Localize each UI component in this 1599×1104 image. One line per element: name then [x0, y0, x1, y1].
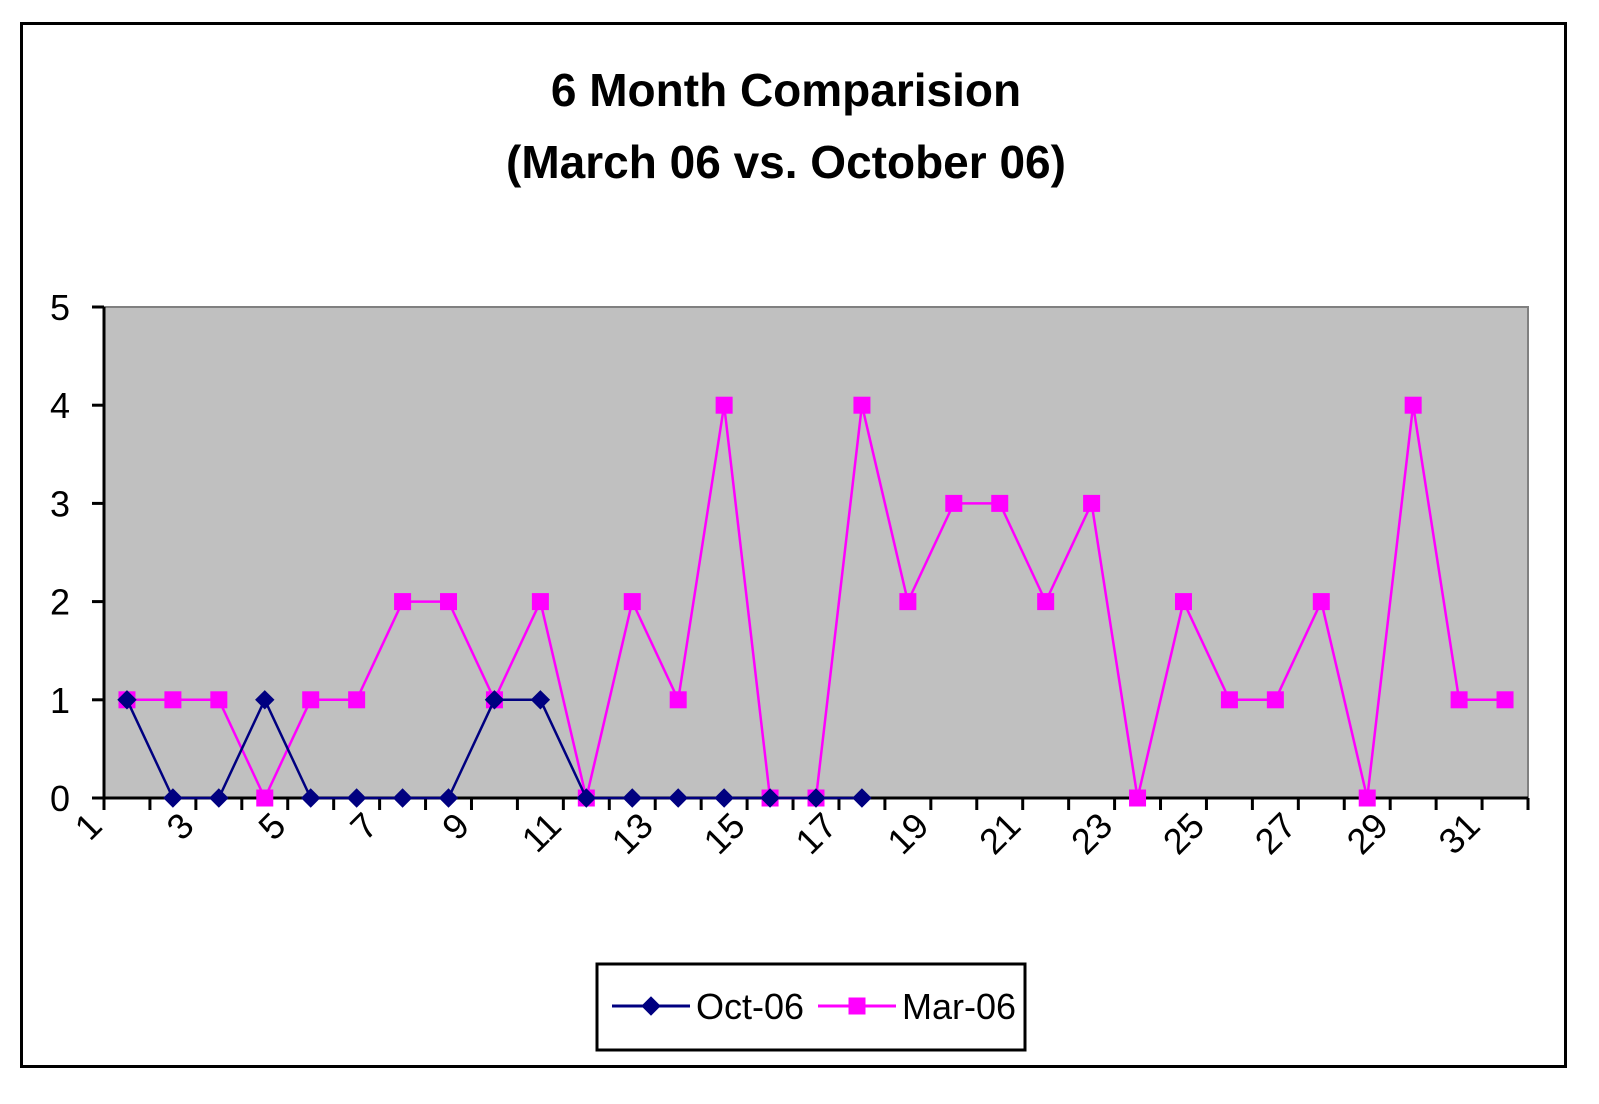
data-point	[1496, 691, 1514, 709]
legend-entry: Mar-06	[818, 986, 1016, 1027]
data-point	[576, 788, 597, 808]
data-point	[945, 494, 963, 512]
data-point	[484, 690, 505, 710]
legend: Oct-06 Mar-06	[595, 962, 1027, 1052]
x-axis-ticks: 1 3 5 7 9 11 13 15 17 19 21 23 25 27 29 31	[67, 798, 1530, 862]
y-tick-label: 5	[50, 287, 70, 328]
y-tick-label: 4	[50, 385, 70, 426]
x-tick-label: 15	[695, 805, 752, 862]
data-point	[163, 788, 183, 808]
x-tick-label: 13	[604, 805, 661, 862]
data-point	[1404, 396, 1422, 414]
x-tick-label: 25	[1155, 805, 1212, 862]
series-layer	[117, 396, 1514, 808]
x-tick-label: 29	[1339, 805, 1396, 862]
x-tick-label: 23	[1063, 805, 1120, 862]
data-point	[1083, 494, 1101, 512]
data-point	[117, 690, 137, 710]
data-point	[301, 788, 321, 808]
x-tick-label: 11	[514, 805, 569, 860]
data-point	[1358, 789, 1376, 807]
y-tick-label: 0	[50, 778, 70, 819]
y-axis-ticks: 0 1 2 3 4 5	[50, 287, 104, 819]
data-point	[440, 593, 458, 611]
data-point	[1450, 691, 1468, 709]
y-tick-label: 2	[50, 582, 70, 623]
legend-marker	[848, 997, 866, 1015]
x-tick-label: 9	[434, 805, 477, 848]
data-point	[209, 788, 229, 808]
data-point	[760, 788, 780, 808]
data-point	[1266, 691, 1284, 709]
data-point	[622, 788, 642, 808]
data-point	[806, 788, 826, 808]
data-point	[1174, 593, 1192, 611]
data-point	[255, 690, 275, 710]
data-point	[668, 788, 688, 808]
data-point	[899, 593, 917, 611]
data-point	[438, 788, 459, 808]
y-tick-label: 1	[50, 680, 70, 721]
legend-entry: Oct-06	[612, 986, 804, 1027]
data-point	[715, 396, 733, 414]
data-point	[623, 593, 641, 611]
x-tick-label: 27	[1247, 805, 1304, 862]
data-point	[302, 691, 320, 709]
data-point	[256, 789, 274, 807]
data-point	[210, 691, 228, 709]
data-point	[346, 788, 367, 808]
data-point	[1220, 691, 1238, 709]
x-tick-label: 5	[250, 805, 293, 848]
data-point	[852, 788, 872, 808]
data-point	[392, 788, 413, 808]
data-point	[164, 691, 182, 709]
legend-label: Oct-06	[696, 986, 804, 1027]
plot-area	[103, 306, 1529, 799]
y-tick-label: 3	[50, 483, 70, 524]
chart-subtitle: (March 06 vs. October 06)	[506, 136, 1066, 188]
chart-title: 6 Month Comparision	[551, 64, 1021, 116]
legend-marker	[641, 996, 661, 1016]
legend-label: Mar-06	[902, 986, 1016, 1027]
data-point	[348, 691, 366, 709]
data-point	[991, 494, 1009, 512]
data-point	[1037, 593, 1055, 611]
series-Oct-06	[117, 690, 872, 808]
x-tick-label: 17	[787, 805, 844, 862]
data-point	[714, 788, 734, 808]
x-tick-label: 19	[879, 805, 936, 862]
x-tick-label: 31	[1430, 805, 1487, 862]
x-tick-label: 21	[971, 805, 1028, 862]
data-point	[530, 690, 551, 710]
data-point	[1129, 789, 1147, 807]
x-tick-label: 1	[67, 805, 110, 848]
x-tick-label: 3	[158, 805, 201, 848]
data-point	[669, 691, 687, 709]
data-point	[394, 593, 412, 611]
x-tick-label: 7	[342, 805, 385, 848]
data-point	[853, 396, 871, 414]
data-point	[1312, 593, 1330, 611]
data-point	[531, 593, 549, 611]
